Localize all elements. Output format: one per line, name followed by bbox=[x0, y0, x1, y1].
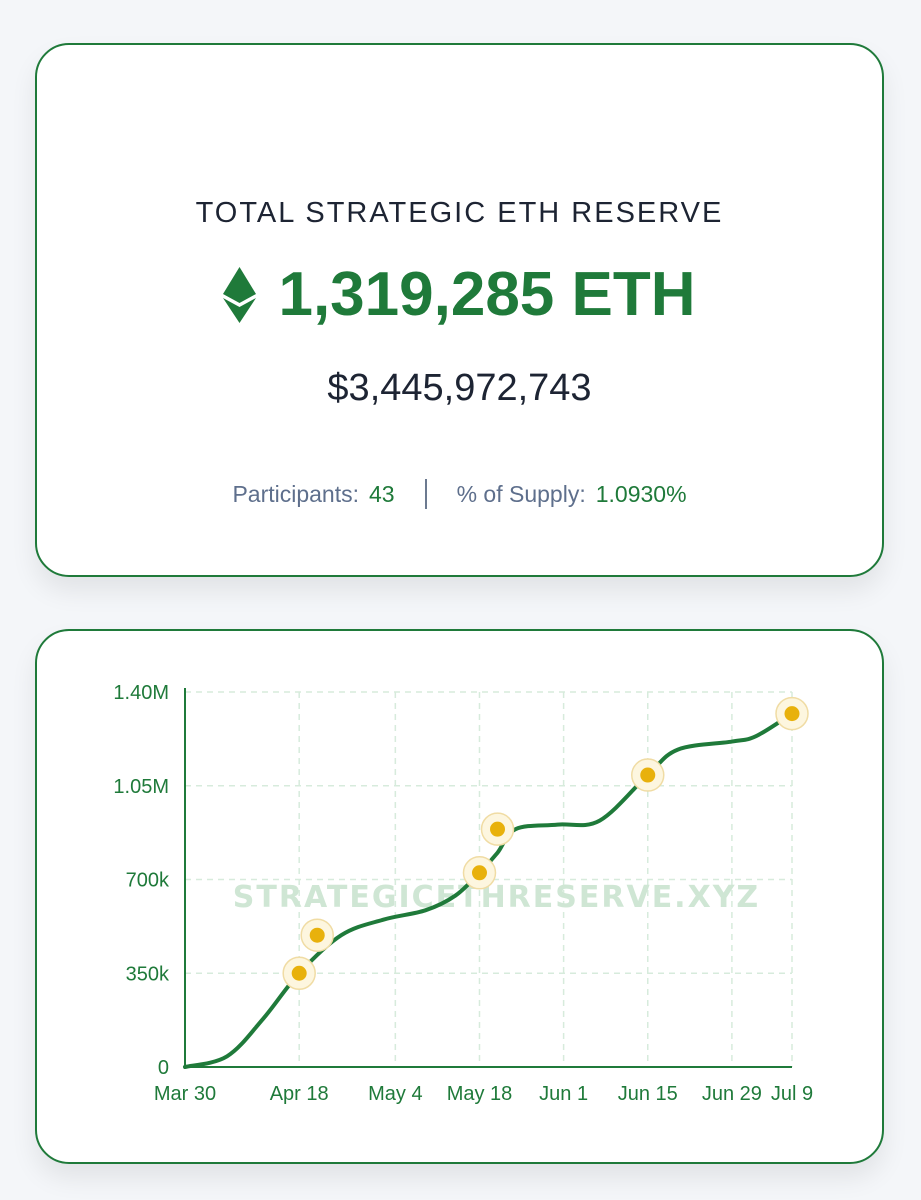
reserve-title: TOTAL STRATEGIC ETH RESERVE bbox=[195, 197, 724, 229]
x-tick-label: Mar 30 bbox=[154, 1083, 216, 1105]
data-point bbox=[309, 927, 325, 943]
data-point bbox=[471, 865, 487, 881]
reserve-line-chart: STRATEGICETHRESERVE.XYZ 0 350k 700k 1.05M 1.4… bbox=[113, 682, 813, 1105]
reserve-stats: Participants: 43 % of Supply: 1.0930% bbox=[37, 479, 882, 509]
reserve-amount: 1,319,285 ETH bbox=[278, 260, 696, 329]
x-tick-label: Jun 15 bbox=[618, 1083, 678, 1105]
chart-watermark: STRATEGICETHRESERVE.XYZ bbox=[233, 880, 760, 915]
stats-divider bbox=[424, 479, 427, 509]
data-point bbox=[640, 767, 656, 783]
participants-value: 43 bbox=[369, 480, 395, 507]
reserve-chart-card: STRATEGICETHRESERVE.XYZ 0 350k 700k 1.05M 1.4… bbox=[35, 629, 884, 1164]
participants-label: Participants: bbox=[232, 480, 359, 507]
data-point bbox=[291, 965, 307, 981]
y-tick-label: 1.40M bbox=[113, 682, 169, 704]
data-point bbox=[490, 821, 506, 837]
y-tick-label: 0 bbox=[158, 1057, 169, 1079]
supply-label: % of Supply: bbox=[456, 480, 586, 507]
y-tick-label: 700k bbox=[126, 870, 170, 892]
data-point bbox=[784, 706, 800, 722]
x-tick-label: Jun 1 bbox=[539, 1083, 588, 1105]
x-tick-label: Jul 9 bbox=[771, 1083, 813, 1105]
ethereum-icon bbox=[223, 266, 257, 323]
x-tick-label: Jun 29 bbox=[702, 1083, 762, 1105]
supply-value: 1.0930% bbox=[595, 480, 687, 507]
x-tick-label: May 4 bbox=[368, 1083, 422, 1105]
reserve-summary-card: TOTAL STRATEGIC ETH RESERVE 1,319,285 ET… bbox=[35, 43, 884, 577]
reserve-amount-row: 1,319,285 ETH bbox=[37, 259, 882, 330]
x-tick-label: Apr 18 bbox=[270, 1083, 329, 1105]
y-tick-label: 350k bbox=[126, 963, 170, 985]
x-tick-label: May 18 bbox=[447, 1083, 513, 1105]
y-tick-label: 1.05M bbox=[113, 776, 169, 798]
reserve-usd-value: $3,445,972,743 bbox=[327, 367, 592, 409]
